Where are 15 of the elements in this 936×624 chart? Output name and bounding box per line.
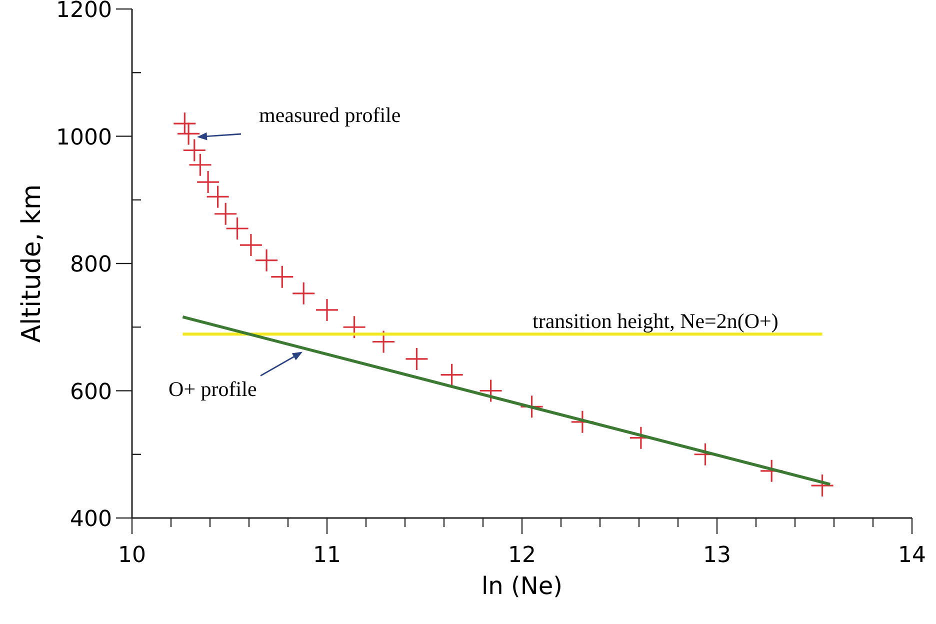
x-tick-label: 10 xyxy=(118,543,146,568)
y-tick-label: 1200 xyxy=(56,0,112,23)
y-tick-label: 400 xyxy=(70,507,112,532)
x-axis-title: ln (Ne) xyxy=(482,572,562,600)
y-tick-label: 1000 xyxy=(56,125,112,150)
y-tick-label: 800 xyxy=(70,252,112,278)
annotation: transition height, Ne=2n(O+) xyxy=(532,309,778,334)
x-tick-label: 13 xyxy=(703,543,731,568)
x-tick-label: 14 xyxy=(898,543,926,568)
x-tick-label: 12 xyxy=(508,543,536,568)
annotation: O+ profile xyxy=(168,376,257,401)
x-tick-label: 11 xyxy=(313,543,341,568)
annotation: measured profile xyxy=(259,103,401,127)
y-axis-title: Altitude, km xyxy=(17,184,47,343)
y-tick-label: 600 xyxy=(70,380,112,405)
